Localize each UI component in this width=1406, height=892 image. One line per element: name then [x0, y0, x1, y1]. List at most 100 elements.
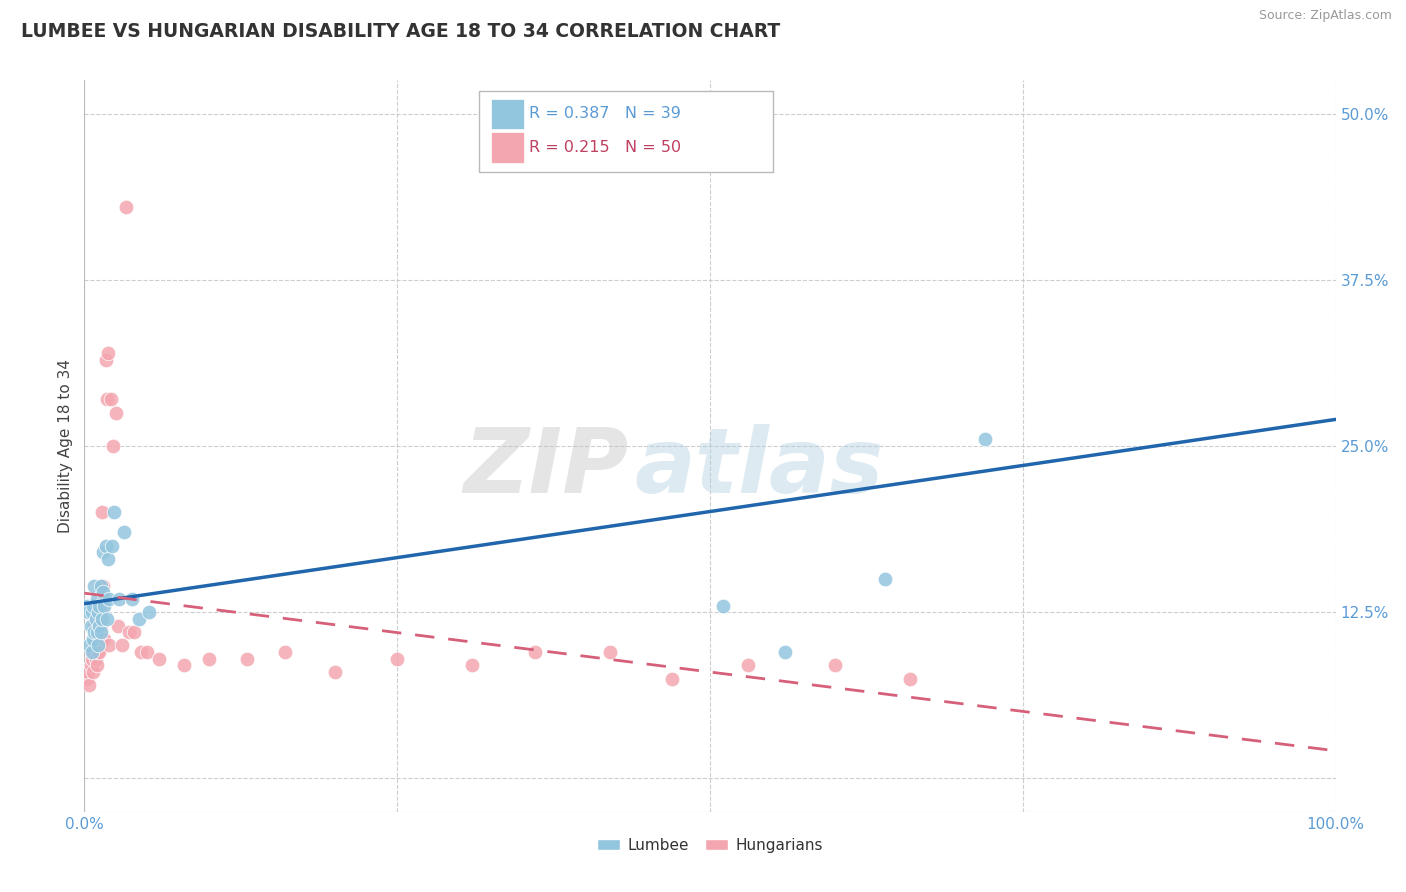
Point	[523, 645, 546, 659]
Point	[82, 665, 104, 679]
Point	[87, 645, 110, 659]
Point	[236, 652, 259, 666]
Point	[385, 652, 409, 666]
Point	[84, 652, 107, 666]
Point	[76, 672, 98, 686]
Point	[76, 599, 98, 613]
Point	[80, 605, 103, 619]
Point	[148, 652, 170, 666]
Point	[648, 146, 671, 161]
Point	[773, 645, 796, 659]
Point	[80, 645, 103, 659]
Point	[82, 645, 104, 659]
Point	[90, 579, 112, 593]
Point	[86, 639, 108, 653]
Point	[90, 612, 112, 626]
Point	[77, 665, 100, 679]
Point	[111, 639, 134, 653]
Point	[93, 632, 115, 646]
Point	[121, 591, 143, 606]
Point	[97, 346, 120, 360]
Point	[898, 672, 921, 686]
Point	[129, 645, 152, 659]
Y-axis label: Disability Age 18 to 34: Disability Age 18 to 34	[58, 359, 73, 533]
Point	[91, 632, 114, 646]
Point	[108, 591, 131, 606]
Point	[83, 618, 105, 632]
Point	[86, 658, 108, 673]
Point	[91, 585, 114, 599]
Point	[93, 599, 115, 613]
Point	[101, 439, 124, 453]
Point	[97, 552, 120, 566]
Point	[87, 639, 110, 653]
Point	[112, 525, 135, 540]
Point	[98, 591, 121, 606]
Point	[89, 645, 111, 659]
Point	[737, 658, 759, 673]
Point	[103, 506, 125, 520]
Text: LUMBEE VS HUNGARIAN DISABILITY AGE 18 TO 34 CORRELATION CHART: LUMBEE VS HUNGARIAN DISABILITY AGE 18 TO…	[21, 22, 780, 41]
Point	[89, 599, 111, 613]
Point	[711, 599, 734, 613]
Text: atlas: atlas	[636, 424, 884, 512]
Text: R = 0.387   N = 39: R = 0.387 N = 39	[529, 106, 681, 121]
Legend: Lumbee, Hungarians: Lumbee, Hungarians	[592, 831, 828, 859]
Point	[77, 605, 100, 619]
Point	[323, 665, 346, 679]
Text: R = 0.215   N = 50: R = 0.215 N = 50	[529, 140, 681, 155]
Point	[79, 658, 101, 673]
Point	[198, 652, 221, 666]
Point	[87, 605, 110, 619]
Point	[91, 579, 114, 593]
Point	[90, 618, 112, 632]
Point	[82, 632, 104, 646]
Point	[94, 539, 117, 553]
Point	[114, 200, 136, 214]
FancyBboxPatch shape	[491, 132, 523, 163]
Point	[875, 572, 897, 586]
Point	[661, 672, 683, 686]
Point	[79, 678, 101, 692]
Point	[79, 618, 101, 632]
Point	[273, 645, 295, 659]
Point	[89, 625, 111, 640]
Point	[101, 539, 124, 553]
Text: Source: ZipAtlas.com: Source: ZipAtlas.com	[1258, 9, 1392, 22]
Point	[90, 599, 112, 613]
Point	[90, 506, 112, 520]
Point	[599, 645, 621, 659]
Point	[974, 433, 997, 447]
Point	[461, 658, 484, 673]
FancyBboxPatch shape	[491, 98, 523, 129]
Point	[83, 625, 105, 640]
Point	[173, 658, 195, 673]
Point	[107, 618, 129, 632]
Point	[136, 645, 159, 659]
Point	[124, 625, 146, 640]
Point	[98, 639, 121, 653]
Point	[91, 545, 114, 559]
Point	[87, 618, 110, 632]
Point	[138, 605, 160, 619]
Point	[86, 591, 108, 606]
Point	[118, 625, 141, 640]
Point	[79, 639, 101, 653]
Point	[100, 392, 122, 407]
Point	[94, 352, 117, 367]
Point	[96, 612, 118, 626]
Point	[80, 652, 103, 666]
Point	[824, 658, 846, 673]
Point	[96, 392, 118, 407]
Point	[89, 618, 111, 632]
Point	[90, 625, 112, 640]
Point	[104, 406, 127, 420]
Point	[86, 625, 108, 640]
Text: ZIP: ZIP	[464, 424, 628, 512]
Point	[83, 579, 105, 593]
Point	[128, 612, 150, 626]
Point	[83, 639, 105, 653]
Point	[82, 599, 104, 613]
FancyBboxPatch shape	[478, 91, 773, 171]
Point	[84, 612, 107, 626]
